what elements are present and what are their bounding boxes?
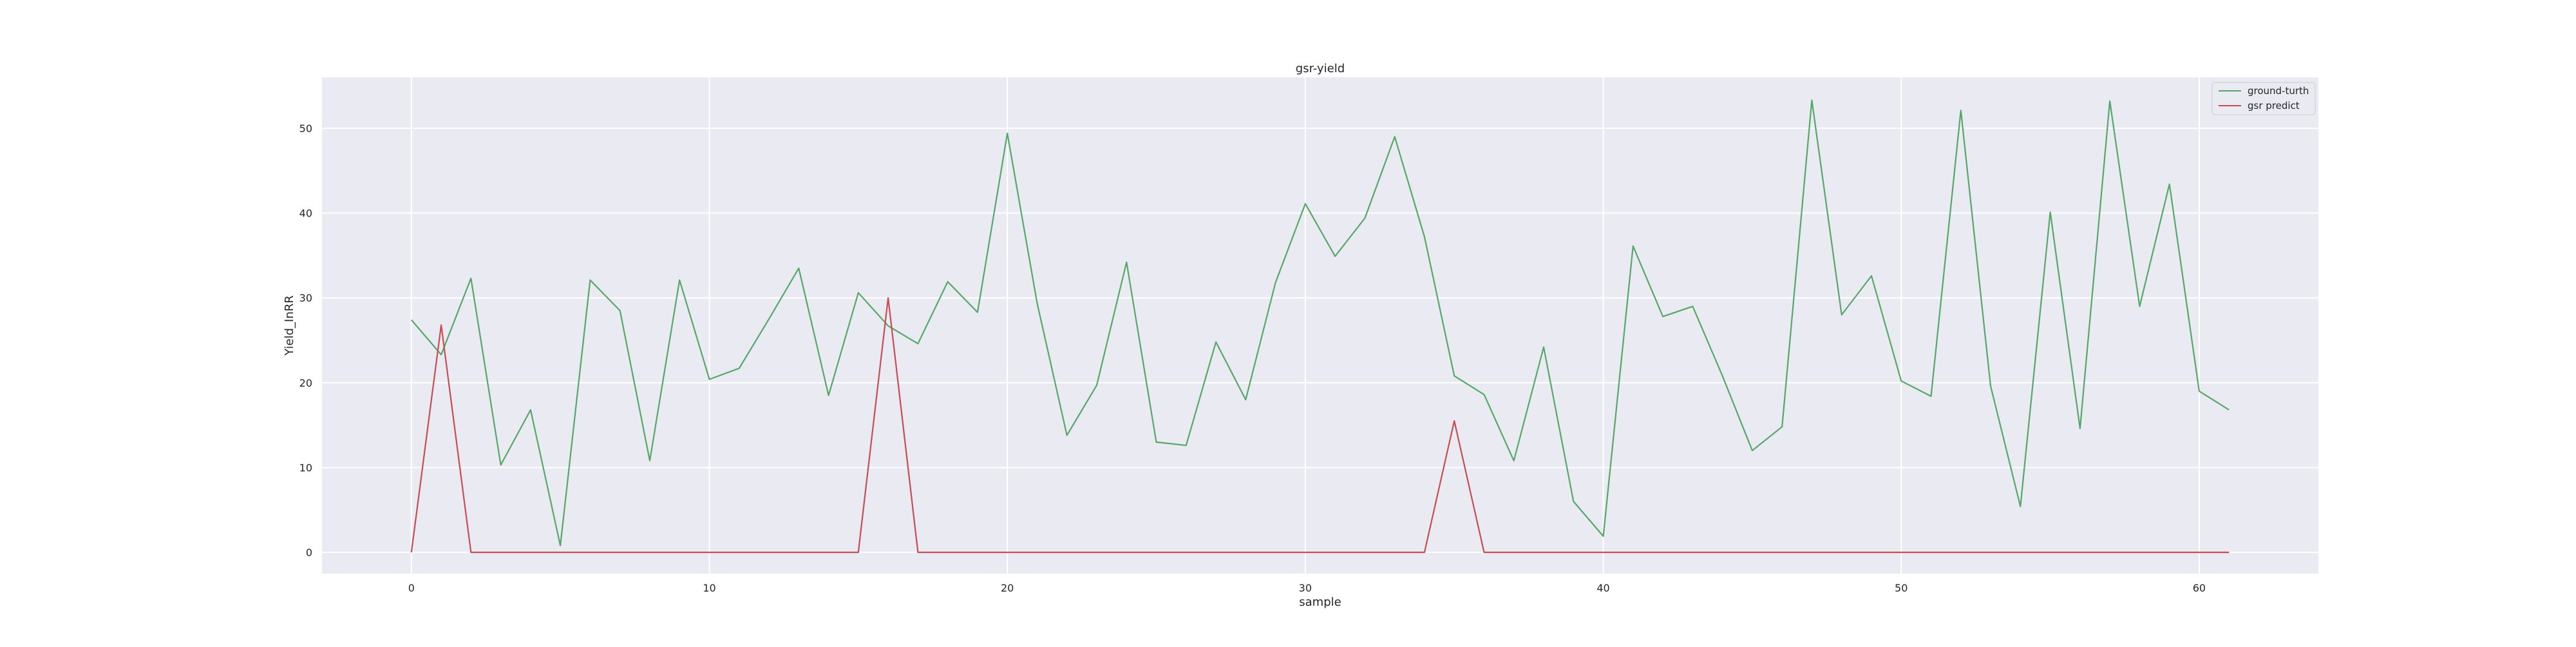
y-tick-label: 50 <box>299 122 312 135</box>
y-tick-label: 20 <box>299 377 312 389</box>
y-tick-label: 40 <box>299 208 312 220</box>
x-tick-label: 0 <box>408 582 415 594</box>
x-tick-label: 20 <box>1001 582 1014 594</box>
legend: ground-turth gsr predict <box>2211 82 2316 115</box>
legend-label-gsr-predict: gsr predict <box>2248 100 2300 111</box>
legend-label-ground-turth: ground-turth <box>2248 85 2309 97</box>
y-tick-label: 10 <box>299 461 312 474</box>
series-line-ground-turth <box>410 99 2230 546</box>
y-tick-label: 0 <box>306 546 312 559</box>
x-axis-label: sample <box>1299 595 1341 609</box>
tick-labels: 0 10 20 30 40 50 60 0 10 20 30 40 50 <box>299 122 2206 594</box>
series-line-gsr-predict <box>410 297 2230 554</box>
x-tick-label: 50 <box>1895 582 1908 594</box>
x-tick-label: 30 <box>1299 582 1312 594</box>
y-axis-label: Yield_InRR <box>283 295 296 356</box>
x-tick-label: 10 <box>703 582 715 594</box>
plot-area-background <box>322 77 2318 574</box>
x-tick-label: 40 <box>1596 582 1609 594</box>
chart-title: gsr-yield <box>1296 62 1345 75</box>
series-lines <box>410 99 2230 554</box>
y-tick-label: 30 <box>299 292 312 304</box>
x-tick-label: 60 <box>2193 582 2206 594</box>
